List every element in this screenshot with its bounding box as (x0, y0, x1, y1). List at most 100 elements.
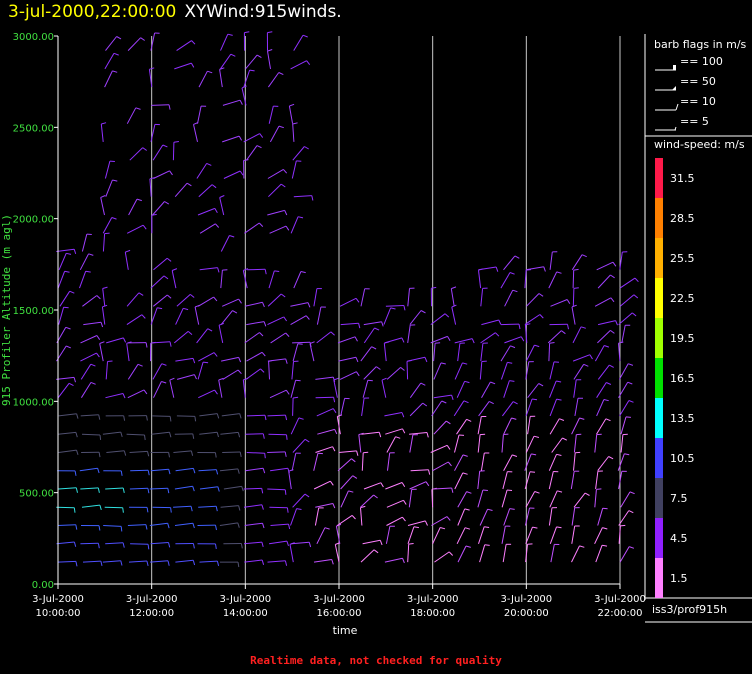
wind-barb-flag (446, 516, 451, 521)
wind-barb-flag (216, 432, 219, 438)
wind-barb-flag (297, 216, 304, 219)
wind-barb (244, 332, 260, 344)
wind-barb-flag (192, 523, 195, 529)
wind-barb (432, 461, 449, 472)
wind-barb (618, 363, 629, 380)
wind-barb-flag (157, 307, 163, 310)
wind-barb-flag (168, 542, 171, 548)
wind-barb-flag (217, 486, 220, 492)
wind-barb (431, 489, 434, 508)
wind-barb-flag (214, 208, 218, 213)
wind-barb (246, 351, 263, 362)
wind-barb-flag (264, 453, 266, 459)
wind-barb (409, 434, 414, 453)
wind-barb-flag (448, 551, 454, 556)
wind-barb (83, 321, 102, 326)
wind-barb (128, 198, 138, 216)
wind-barb-flag (631, 312, 637, 317)
wind-barb (126, 107, 137, 124)
wind-barb (288, 471, 292, 490)
wind-barb (363, 366, 377, 380)
wind-barb-flag (146, 560, 149, 567)
wind-barb (454, 362, 463, 380)
wind-barb (571, 507, 576, 526)
wind-barb-flag (96, 295, 101, 300)
wind-barb-flag (243, 159, 249, 161)
wind-barb-flag (484, 544, 490, 546)
wind-barb-flag (538, 383, 544, 387)
wind-barb-flag (471, 338, 475, 344)
wind-barb-flag (462, 362, 468, 365)
wind-barb-flag (147, 451, 150, 457)
wind-barb (175, 467, 194, 472)
wind-barb-flag (604, 345, 610, 348)
wind-barb (340, 322, 359, 326)
wind-barb (340, 475, 354, 490)
wind-barb (500, 362, 508, 380)
wind-barb (407, 544, 410, 563)
wind-barb (453, 400, 465, 417)
wind-barb (457, 545, 467, 563)
wind-barb (309, 343, 315, 362)
wind-barb-flag (66, 345, 71, 349)
wind-barb (480, 332, 496, 344)
wind-barb-flag (556, 271, 562, 274)
wind-barb-flag (136, 198, 142, 202)
wind-barb (549, 380, 557, 398)
wind-barb (481, 319, 499, 326)
wind-barb (58, 307, 65, 325)
wind-barb-flag (363, 451, 369, 454)
wind-barb-flag (261, 504, 264, 510)
speed-bin-label: 22.5 (670, 292, 695, 305)
wind-barb-flag (213, 352, 218, 357)
wind-barb-flag (298, 417, 304, 420)
wind-barb-flag (238, 505, 241, 511)
speed-bin-label: 1.5 (670, 572, 688, 585)
wind-barb (79, 467, 98, 472)
wind-barb-flag (138, 292, 144, 296)
wind-barb (524, 471, 531, 490)
x-tick-time: 10:00:00 (36, 608, 81, 619)
wind-barb (573, 452, 576, 471)
wind-barb (102, 560, 121, 563)
wind-barb (618, 343, 621, 362)
wind-barb-flag (111, 217, 117, 220)
wind-barb (57, 524, 76, 526)
wind-barb-flag (566, 299, 571, 304)
wind-barb-flag (355, 357, 359, 363)
wind-barb (432, 527, 441, 545)
wind-barb-flag (146, 507, 149, 513)
wind-barb (406, 361, 409, 380)
wind-barb (199, 486, 218, 490)
wind-barb (409, 481, 427, 490)
wind-barb (500, 323, 520, 326)
wind-barb-flag (145, 342, 148, 348)
wind-barb-flag (512, 401, 518, 405)
wind-barb-flag (261, 488, 264, 494)
wind-barb (571, 254, 583, 271)
wind-barb-flag (122, 487, 125, 494)
wind-barb-flag (484, 526, 490, 528)
wind-barb (100, 123, 104, 142)
wind-barb (293, 195, 312, 198)
wind-barb-flag (286, 434, 288, 440)
wind-barb-flag (149, 67, 155, 70)
wind-barb (525, 344, 535, 362)
wind-barb-flag (75, 487, 78, 493)
wind-barb (333, 379, 338, 398)
wind-barb (387, 452, 391, 471)
wind-barb (289, 544, 294, 563)
wind-barb-flag (120, 470, 123, 476)
wind-barb-flag (85, 270, 91, 273)
wind-barb-flag (514, 255, 520, 259)
wind-barb-flag (238, 298, 242, 304)
wind-barb (570, 471, 575, 490)
wind-barb (619, 294, 635, 307)
wind-barb (176, 415, 195, 417)
wind-barb (360, 507, 363, 526)
wind-barb (501, 526, 506, 544)
wind-barb (105, 542, 124, 545)
wind-barb (243, 69, 251, 88)
wind-barb-flag (99, 504, 102, 511)
wind-barb (102, 217, 113, 234)
